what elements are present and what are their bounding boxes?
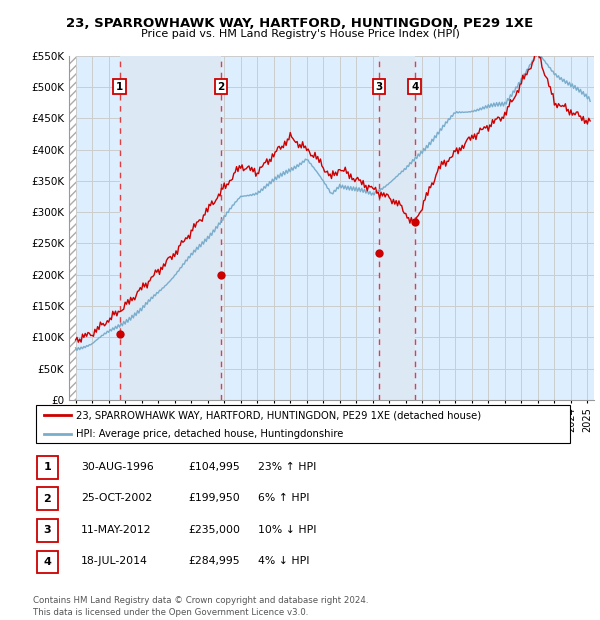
Text: 4: 4 — [411, 82, 418, 92]
Text: £104,995: £104,995 — [188, 461, 240, 472]
Text: 1: 1 — [44, 462, 51, 472]
Text: £235,000: £235,000 — [188, 525, 240, 535]
Text: 23% ↑ HPI: 23% ↑ HPI — [258, 461, 316, 472]
Text: 2: 2 — [44, 494, 51, 504]
Bar — [119, 56, 221, 400]
Text: 1: 1 — [116, 82, 124, 92]
Text: 30-AUG-1996: 30-AUG-1996 — [81, 461, 154, 472]
Text: 6% ↑ HPI: 6% ↑ HPI — [258, 493, 310, 503]
Bar — [69, 56, 76, 400]
Text: 25-OCT-2002: 25-OCT-2002 — [81, 493, 152, 503]
Text: Price paid vs. HM Land Registry's House Price Index (HPI): Price paid vs. HM Land Registry's House … — [140, 29, 460, 39]
Text: 3: 3 — [375, 82, 383, 92]
Text: 3: 3 — [44, 525, 51, 536]
Text: 2: 2 — [218, 82, 225, 92]
Text: 4: 4 — [43, 557, 52, 567]
Text: 18-JUL-2014: 18-JUL-2014 — [81, 556, 148, 567]
Text: 10% ↓ HPI: 10% ↓ HPI — [258, 525, 317, 535]
Text: 11-MAY-2012: 11-MAY-2012 — [81, 525, 151, 535]
Bar — [379, 56, 415, 400]
Text: 23, SPARROWHAWK WAY, HARTFORD, HUNTINGDON, PE29 1XE (detached house): 23, SPARROWHAWK WAY, HARTFORD, HUNTINGDO… — [76, 410, 481, 420]
Text: Contains HM Land Registry data © Crown copyright and database right 2024.
This d: Contains HM Land Registry data © Crown c… — [33, 596, 368, 617]
Text: £199,950: £199,950 — [188, 493, 240, 503]
Text: 23, SPARROWHAWK WAY, HARTFORD, HUNTINGDON, PE29 1XE: 23, SPARROWHAWK WAY, HARTFORD, HUNTINGDO… — [67, 17, 533, 30]
Text: £284,995: £284,995 — [188, 556, 240, 567]
Text: HPI: Average price, detached house, Huntingdonshire: HPI: Average price, detached house, Hunt… — [76, 428, 343, 439]
Text: 4% ↓ HPI: 4% ↓ HPI — [258, 556, 310, 567]
